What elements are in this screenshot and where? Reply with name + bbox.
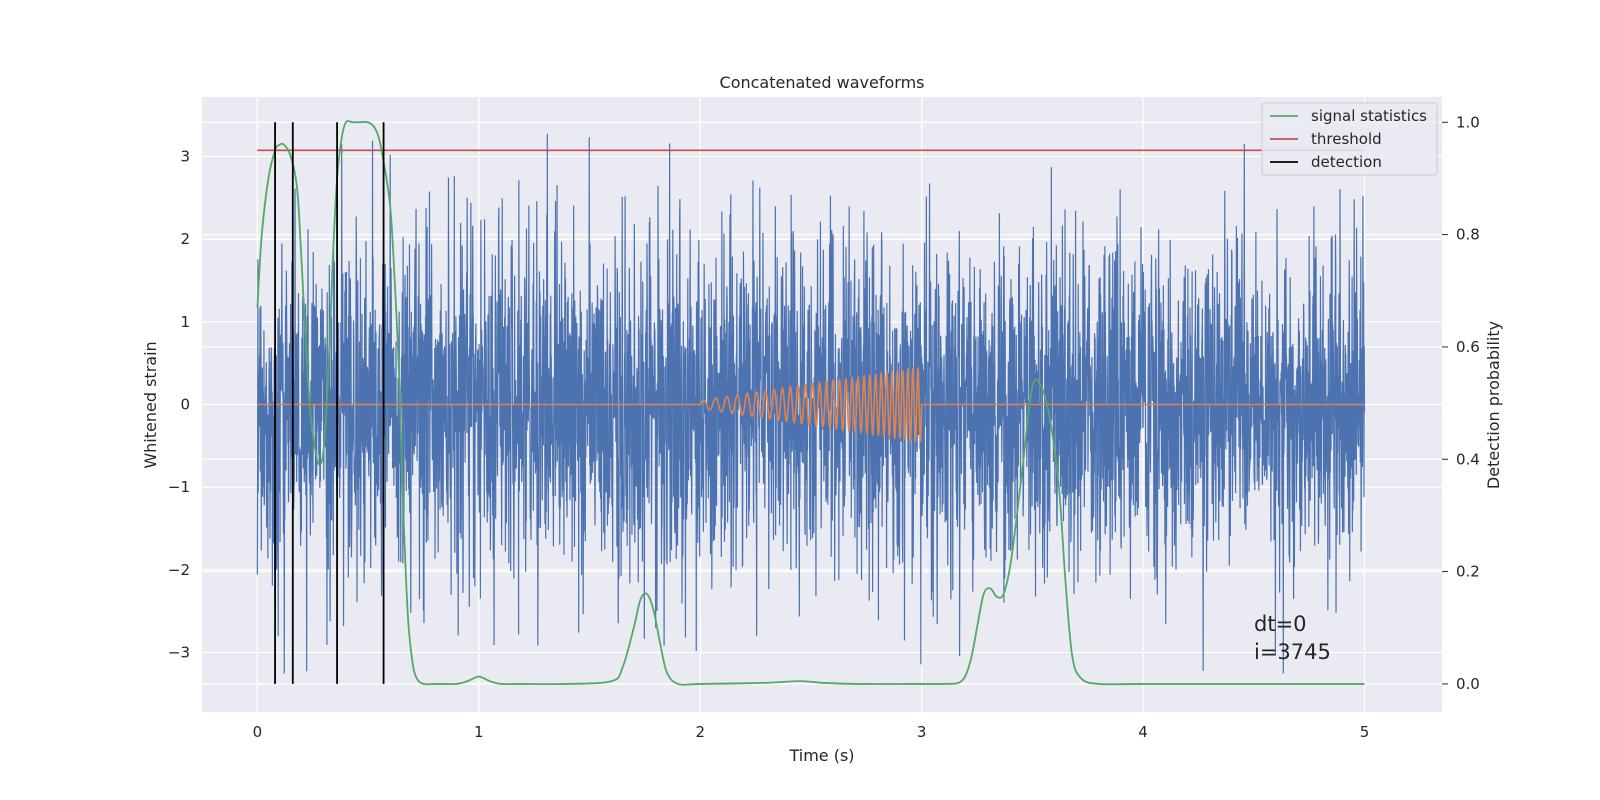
x-tick-label-2: 2 [695,723,705,741]
left-y-tick-label-2: −1 [168,478,190,496]
right-y-tick-labels: 0.0 0.2 0.4 0.6 0.8 1.0 [1442,113,1480,693]
right-y-tick-label-3: 0.6 [1456,338,1480,356]
right-y-tick-label-0: 0.0 [1456,675,1480,693]
x-tick-label-3: 3 [917,723,927,741]
series-layer [256,120,1366,686]
x-axis-label: Time (s) [788,746,854,765]
right-y-tick-label-2: 0.4 [1456,450,1480,468]
x-tick-labels: 0 1 2 3 4 5 [253,723,1370,741]
left-y-axis-label: Whitened strain [141,341,160,468]
strain-line [256,133,1366,674]
chart-title: Concatenated waveforms [720,73,925,92]
x-tick-label-4: 4 [1138,723,1148,741]
x-tick-label-0: 0 [253,723,263,741]
left-y-tick-label-4: 1 [180,313,190,331]
x-tick-label-1: 1 [474,723,484,741]
right-y-tick-label-1: 0.2 [1456,563,1480,581]
left-y-tick-labels: −3 −2 −1 0 1 2 3 [168,148,190,662]
legend-box [1261,102,1438,176]
legend-label-signal: signal statistics [1311,107,1427,125]
right-y-axis-label: Detection probability [1484,321,1503,489]
legend-label-detection: detection [1311,153,1382,171]
right-y-tick-label-5: 1.0 [1456,113,1480,131]
waveform-line [257,366,1365,444]
x-tick-label-5: 5 [1360,723,1370,741]
annotation-dt: dt=0 [1254,612,1307,636]
left-y-tick-label-1: −2 [168,561,190,579]
legend: signal statistics threshold detection [1261,102,1438,176]
left-y-tick-label-5: 2 [180,230,190,248]
left-y-tick-label-3: 0 [180,396,190,414]
signal-statistics-line [256,120,1365,686]
legend-label-threshold: threshold [1311,130,1382,148]
right-y-tick-label-4: 0.8 [1456,226,1480,244]
annotation-index: i=3745 [1254,640,1331,664]
left-y-tick-label-6: 3 [180,148,190,166]
left-y-tick-label-0: −3 [168,643,190,661]
